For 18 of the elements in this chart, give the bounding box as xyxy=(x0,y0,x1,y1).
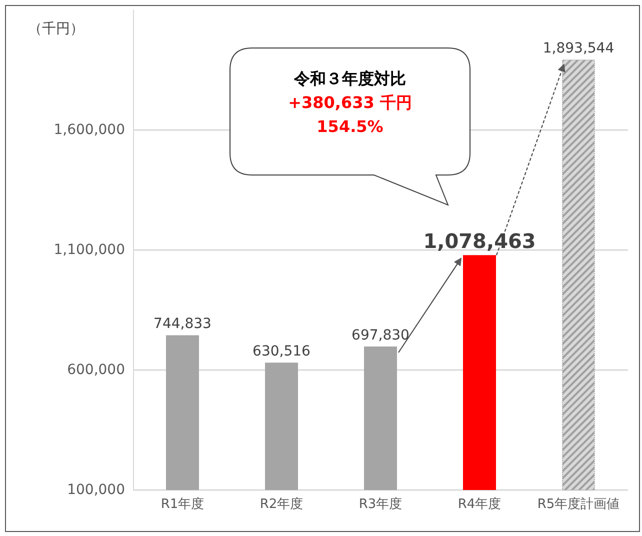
y-axis-title: （千円） xyxy=(28,21,84,37)
x-tick-label: R4年度 xyxy=(458,496,502,512)
y-tick-label: 600,000 xyxy=(67,362,125,378)
data-label: 1,078,463 xyxy=(423,229,536,254)
x-tick-label: R5年度計画値 xyxy=(537,496,620,512)
annotation: +380,633 千円 xyxy=(288,93,412,112)
annotation: 令和３年度対比 xyxy=(293,69,406,88)
y-tick-label: 1,600,000 xyxy=(54,122,125,138)
annotation: 154.5% xyxy=(316,117,384,136)
x-tick-label: R3年度 xyxy=(358,496,402,512)
data-label: 744,833 xyxy=(154,316,212,332)
data-label: 1,893,544 xyxy=(542,40,614,57)
y-tick-label: 100,000 xyxy=(67,482,125,498)
x-tick-label: R1年度 xyxy=(160,496,204,512)
data-label: 630,516 xyxy=(252,344,311,360)
x-tick-label: R2年度 xyxy=(260,496,304,512)
y-tick-label: 1,100,000 xyxy=(54,242,125,258)
data-label: 697,830 xyxy=(352,328,410,344)
